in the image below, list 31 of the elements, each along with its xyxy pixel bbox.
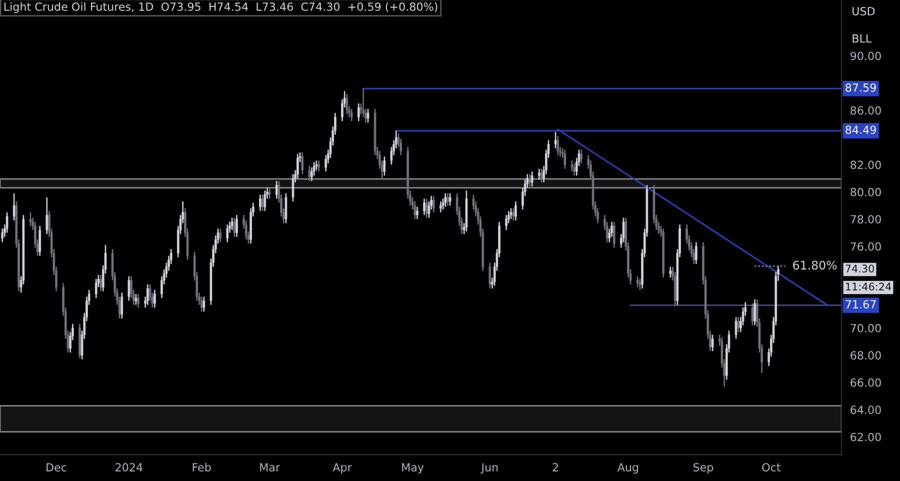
data-label: 71.67 (846, 300, 876, 308)
y-tick-label: 70.00 (850, 324, 881, 332)
text: 11:46:24 (846, 282, 892, 291)
x-tick-label: 2024 (116, 463, 142, 472)
y-tick-label: 66.00 (850, 378, 881, 387)
data-label: 87.59 (846, 83, 876, 92)
x-tick-label: Dec (46, 463, 66, 472)
x-tick-label: Oct (762, 463, 781, 472)
chart-title: Light Crude Oil Futures, 1D O73.95 H74.54 L73.46 C74.30 +0.59 (+0.80%) (4, 2, 438, 14)
y-tick-label: 64.00 (850, 406, 881, 414)
x-tick-label: Jun (480, 463, 498, 474)
y-tick-label: 80.00 (850, 188, 881, 196)
y-tick-label: 78.00 (850, 215, 881, 224)
x-tick-label: Aug (617, 463, 638, 474)
data-label: 84.49 (846, 126, 876, 134)
text: 74.30 (846, 264, 874, 272)
y-tick-label: 90.00 (850, 52, 881, 60)
x-tick-label: Mar (260, 463, 280, 472)
y-tick-label: 82.00 (850, 160, 881, 170)
x-tick-label: Sep (693, 463, 714, 474)
text: USD (852, 7, 875, 16)
y-tick-label: 68.00 (850, 351, 881, 360)
x-tick-label: May (402, 463, 424, 474)
text: BLL (852, 34, 872, 43)
x-tick-label: 2 (552, 463, 558, 472)
y-tick-label: 62.00 (850, 432, 881, 442)
y-tick-label: 86.00 (850, 106, 881, 115)
x-tick-label: Apr (332, 463, 352, 474)
series-label: 61.80% (793, 260, 837, 270)
y-tick-label: 76.00 (850, 242, 881, 251)
x-tick-label: Feb (192, 462, 211, 472)
